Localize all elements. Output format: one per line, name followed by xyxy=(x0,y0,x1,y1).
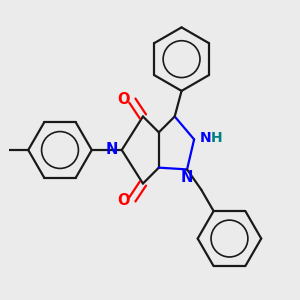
Text: O: O xyxy=(117,193,130,208)
Text: N: N xyxy=(106,142,118,158)
Text: H: H xyxy=(210,130,222,145)
Text: O: O xyxy=(117,92,130,107)
Text: N: N xyxy=(200,130,212,145)
Text: N: N xyxy=(181,170,193,185)
